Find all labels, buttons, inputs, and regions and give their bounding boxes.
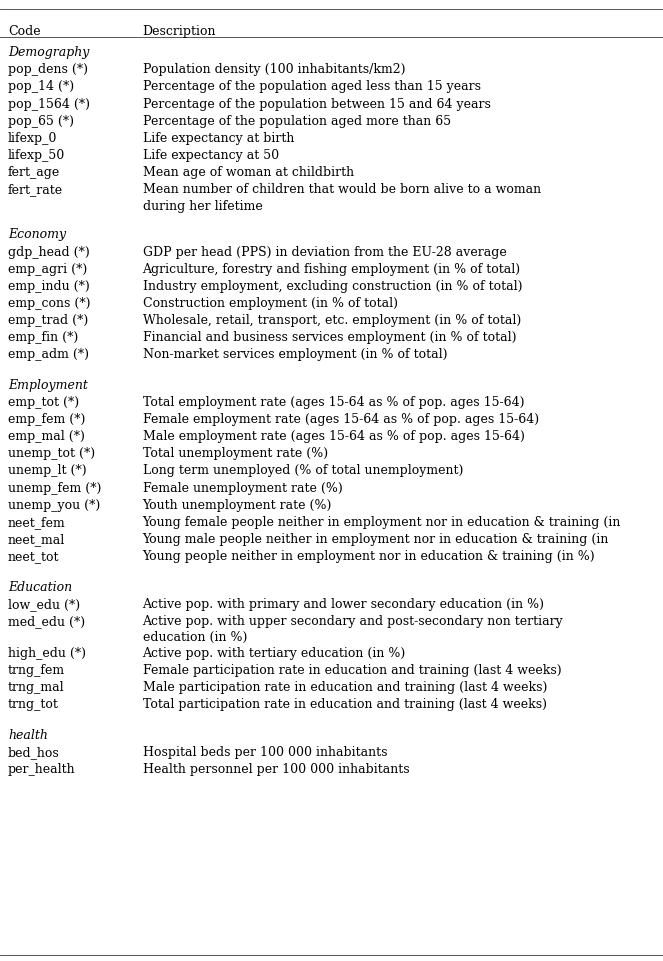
- Text: Total employment rate (ages 15-64 as % of pop. ages 15-64): Total employment rate (ages 15-64 as % o…: [143, 396, 524, 408]
- Text: pop_65 (*): pop_65 (*): [8, 114, 74, 128]
- Text: Young male people neither in employment nor in education & training (in: Young male people neither in employment …: [143, 532, 609, 546]
- Text: lifexp_50: lifexp_50: [8, 149, 65, 161]
- Text: Life expectancy at birth: Life expectancy at birth: [143, 132, 294, 145]
- Text: low_edu (*): low_edu (*): [8, 597, 80, 610]
- Text: unemp_you (*): unemp_you (*): [8, 498, 100, 511]
- Text: neet_fem: neet_fem: [8, 515, 66, 529]
- Text: Young female people neither in employment nor in education & training (in: Young female people neither in employmen…: [143, 515, 621, 529]
- Text: Active pop. with upper secondary and post-secondary non tertiary
education (in %: Active pop. with upper secondary and pos…: [143, 614, 564, 644]
- Text: emp_adm (*): emp_adm (*): [8, 348, 89, 361]
- Text: Mean number of children that would be born alive to a woman
during her lifetime: Mean number of children that would be bo…: [143, 183, 540, 212]
- Text: fert_rate: fert_rate: [8, 183, 63, 196]
- Text: Population density (100 inhabitants/km2): Population density (100 inhabitants/km2): [143, 63, 405, 76]
- Text: Young people neither in employment nor in education & training (in %): Young people neither in employment nor i…: [143, 550, 595, 562]
- Text: Description: Description: [143, 25, 216, 38]
- Text: GDP per head (PPS) in deviation from the EU-28 average: GDP per head (PPS) in deviation from the…: [143, 245, 507, 259]
- Text: Female unemployment rate (%): Female unemployment rate (%): [143, 481, 342, 494]
- Text: Youth unemployment rate (%): Youth unemployment rate (%): [143, 498, 332, 511]
- Text: Health personnel per 100 000 inhabitants: Health personnel per 100 000 inhabitants: [143, 762, 409, 776]
- Text: bed_hos: bed_hos: [8, 745, 60, 758]
- Text: emp_fin (*): emp_fin (*): [8, 331, 78, 344]
- Text: Employment: Employment: [8, 379, 88, 391]
- Text: emp_fem (*): emp_fem (*): [8, 412, 86, 426]
- Text: Total unemployment rate (%): Total unemployment rate (%): [143, 447, 328, 460]
- Text: Construction employment (in % of total): Construction employment (in % of total): [143, 297, 398, 309]
- Text: Total participation rate in education and training (last 4 weeks): Total participation rate in education an…: [143, 698, 546, 710]
- Text: Female employment rate (ages 15-64 as % of pop. ages 15-64): Female employment rate (ages 15-64 as % …: [143, 412, 538, 426]
- Text: neet_mal: neet_mal: [8, 532, 65, 546]
- Text: emp_tot (*): emp_tot (*): [8, 396, 79, 408]
- Text: pop_14 (*): pop_14 (*): [8, 81, 74, 93]
- Text: Mean age of woman at childbirth: Mean age of woman at childbirth: [143, 166, 353, 179]
- Text: trng_tot: trng_tot: [8, 698, 59, 710]
- Text: emp_agri (*): emp_agri (*): [8, 262, 88, 276]
- Text: Hospital beds per 100 000 inhabitants: Hospital beds per 100 000 inhabitants: [143, 745, 387, 758]
- Text: Percentage of the population between 15 and 64 years: Percentage of the population between 15 …: [143, 97, 491, 111]
- Text: trng_fem: trng_fem: [8, 663, 65, 677]
- Text: Male participation rate in education and training (last 4 weeks): Male participation rate in education and…: [143, 680, 547, 693]
- Text: Percentage of the population aged less than 15 years: Percentage of the population aged less t…: [143, 81, 481, 93]
- Text: emp_indu (*): emp_indu (*): [8, 280, 90, 292]
- Text: gdp_head (*): gdp_head (*): [8, 245, 90, 259]
- Text: Wholesale, retail, transport, etc. employment (in % of total): Wholesale, retail, transport, etc. emplo…: [143, 313, 521, 327]
- Text: unemp_tot (*): unemp_tot (*): [8, 447, 95, 460]
- Text: Financial and business services employment (in % of total): Financial and business services employme…: [143, 331, 516, 344]
- Text: per_health: per_health: [8, 762, 76, 776]
- Text: Life expectancy at 50: Life expectancy at 50: [143, 149, 278, 161]
- Text: Long term unemployed (% of total unemployment): Long term unemployed (% of total unemplo…: [143, 464, 463, 477]
- Text: emp_trad (*): emp_trad (*): [8, 313, 88, 327]
- Text: Non-market services employment (in % of total): Non-market services employment (in % of …: [143, 348, 447, 361]
- Text: trng_mal: trng_mal: [8, 680, 64, 693]
- Text: Female participation rate in education and training (last 4 weeks): Female participation rate in education a…: [143, 663, 561, 677]
- Text: high_edu (*): high_edu (*): [8, 646, 86, 659]
- Text: health: health: [8, 727, 48, 741]
- Text: Education: Education: [8, 580, 72, 593]
- Text: Active pop. with tertiary education (in %): Active pop. with tertiary education (in …: [143, 646, 406, 659]
- Text: Economy: Economy: [8, 228, 66, 241]
- Text: Percentage of the population aged more than 65: Percentage of the population aged more t…: [143, 114, 451, 128]
- Text: unemp_fem (*): unemp_fem (*): [8, 481, 101, 494]
- Text: Demography: Demography: [8, 46, 90, 60]
- Text: neet_tot: neet_tot: [8, 550, 60, 562]
- Text: pop_dens (*): pop_dens (*): [8, 63, 88, 76]
- Text: med_edu (*): med_edu (*): [8, 614, 85, 628]
- Text: Agriculture, forestry and fishing employment (in % of total): Agriculture, forestry and fishing employ…: [143, 262, 520, 276]
- Text: Industry employment, excluding construction (in % of total): Industry employment, excluding construct…: [143, 280, 522, 292]
- Text: lifexp_0: lifexp_0: [8, 132, 57, 145]
- Text: Active pop. with primary and lower secondary education (in %): Active pop. with primary and lower secon…: [143, 597, 544, 610]
- Text: pop_1564 (*): pop_1564 (*): [8, 97, 90, 111]
- Text: emp_cons (*): emp_cons (*): [8, 297, 90, 309]
- Text: Male employment rate (ages 15-64 as % of pop. ages 15-64): Male employment rate (ages 15-64 as % of…: [143, 430, 524, 443]
- Text: Code: Code: [8, 25, 40, 38]
- Text: fert_age: fert_age: [8, 166, 60, 179]
- Text: unemp_lt (*): unemp_lt (*): [8, 464, 87, 477]
- Text: emp_mal (*): emp_mal (*): [8, 430, 85, 443]
